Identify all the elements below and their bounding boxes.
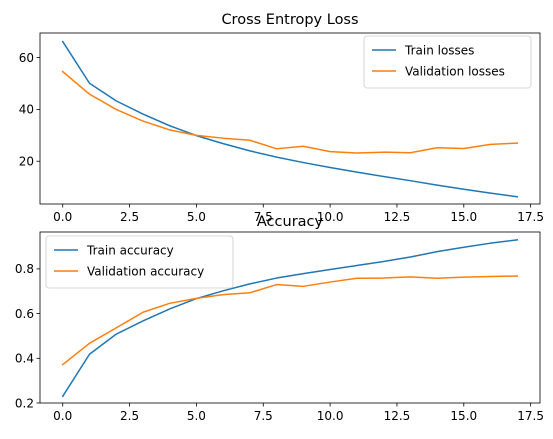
loss-xtick-label: 0.0 — [53, 210, 72, 224]
loss-panel: 0.0 2.5 5.0 7.5 10.0 12.5 15.0 17.5 20 40 60 Train … — [19, 12, 544, 224]
accuracy-panel: 0.0 2.5 5.0 7.5 10.0 12.5 15.0 17.5 0.2 0.4 0.6 0.8… — [15, 214, 544, 423]
accuracy-chart-title: Accuracy — [257, 214, 324, 230]
accuracy-xtick-label: 5.0 — [187, 409, 206, 423]
accuracy-xtick-label: 2.5 — [120, 409, 139, 423]
accuracy-series-line-0 — [61, 238, 519, 398]
loss-legend-label-1: Validation losses — [405, 64, 505, 78]
loss-ytick-label: 40 — [19, 103, 34, 117]
loss-series-line-1 — [61, 70, 519, 154]
loss-xtick-label: 5.0 — [187, 210, 206, 224]
accuracy-xtick-label: 10.0 — [317, 409, 344, 423]
accuracy-ytick-label: 0.8 — [15, 262, 34, 276]
accuracy-legend-box — [45, 235, 234, 289]
loss-xtick-label: 12.5 — [384, 210, 411, 224]
loss-ytick-label: 20 — [19, 155, 34, 169]
loss-legend-box — [363, 35, 532, 89]
loss-series-line-0 — [61, 40, 519, 198]
accuracy-xtick-label: 7.5 — [254, 409, 273, 423]
accuracy-xtick-label: 0.0 — [53, 409, 72, 423]
loss-chart-title: Cross Entropy Loss — [221, 12, 358, 28]
accuracy-ytick-label: 0.6 — [15, 307, 34, 321]
loss-ytick-label: 60 — [19, 51, 34, 65]
accuracy-ytick-label: 0.4 — [15, 352, 34, 366]
accuracy-ytick-label: 0.2 — [15, 396, 34, 410]
accuracy-legend-label-1: Validation accuracy — [87, 264, 204, 278]
loss-axes-frame — [39, 32, 541, 205]
loss-xtick-label: 2.5 — [120, 210, 139, 224]
accuracy-xtick-label: 12.5 — [384, 409, 411, 423]
loss-xtick-label: 15.0 — [450, 210, 477, 224]
accuracy-axes-frame — [39, 231, 541, 404]
loss-xtick-label: 10.0 — [317, 210, 344, 224]
accuracy-xtick-label: 15.0 — [450, 409, 477, 423]
loss-xtick-label: 17.5 — [517, 210, 544, 224]
accuracy-legend-label-0: Train accuracy — [86, 243, 174, 257]
accuracy-series-line-1 — [61, 275, 519, 366]
accuracy-xtick-label: 17.5 — [517, 409, 544, 423]
loss-xtick-label: 7.5 — [254, 210, 273, 224]
loss-legend-label-0: Train losses — [404, 43, 474, 57]
